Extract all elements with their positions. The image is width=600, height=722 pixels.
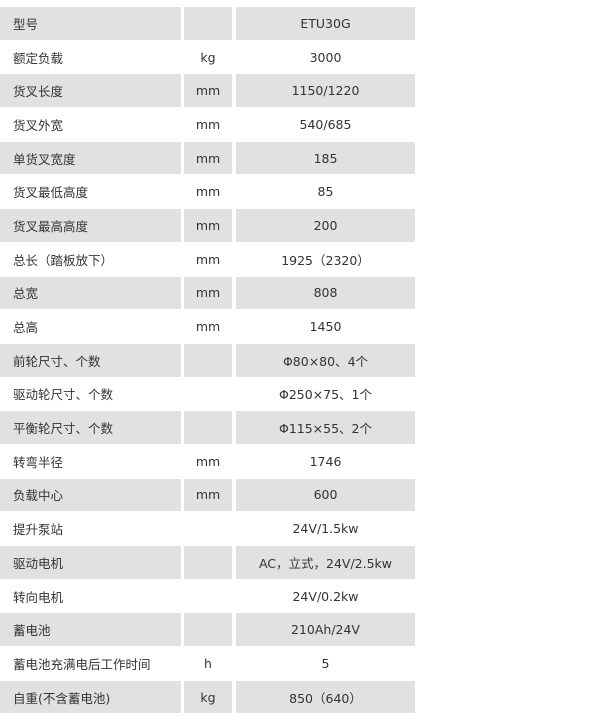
spec-label: 总高	[0, 310, 181, 344]
spec-unit	[184, 343, 232, 378]
spec-unit: mm	[184, 209, 232, 243]
spec-label: 货叉最高高度	[0, 209, 181, 243]
spec-label: 平衡轮尺寸、个数	[0, 411, 181, 445]
table-row: 货叉外宽 mm 540/685	[0, 108, 415, 142]
spec-label: 提升泵站	[0, 512, 181, 546]
spec-label: 负载中心	[0, 478, 181, 513]
spec-label: 单货叉宽度	[0, 141, 181, 176]
spec-value: 1150/1220	[236, 74, 415, 109]
spec-value: 1450	[236, 310, 415, 344]
spec-unit	[184, 613, 232, 648]
spec-label: 型号	[0, 7, 181, 41]
spec-unit: mm	[184, 108, 232, 142]
table-row: 平衡轮尺寸、个数 Φ115×55、2个	[0, 411, 415, 445]
spec-unit: kg	[184, 41, 232, 75]
spec-label: 驱动电机	[0, 546, 181, 580]
spec-value: 1925（2320）	[236, 243, 415, 277]
spec-unit	[184, 411, 232, 445]
table-row: 转向电机 24V/0.2kw	[0, 580, 415, 614]
spec-label: 转向电机	[0, 580, 181, 614]
spec-value: 5	[236, 647, 415, 681]
table-row: 货叉最高高度 mm 200	[0, 209, 415, 243]
spec-unit	[184, 378, 232, 412]
spec-unit	[184, 580, 232, 614]
table-row: 负载中心 mm 600	[0, 478, 415, 513]
spec-unit: mm	[184, 175, 232, 210]
spec-label: 蓄电池充满电后工作时间	[0, 647, 181, 681]
table-row: 提升泵站 24V/1.5kw	[0, 512, 415, 546]
spec-value: Φ115×55、2个	[236, 411, 415, 445]
spec-label: 蓄电池	[0, 613, 181, 648]
spec-value: 85	[236, 175, 415, 210]
spec-value: 1746	[236, 445, 415, 479]
table-row: 型号 ETU30G	[0, 7, 415, 41]
spec-unit: mm	[184, 276, 232, 311]
table-row: 蓄电池充满电后工作时间 h 5	[0, 647, 415, 681]
spec-unit	[184, 512, 232, 546]
spec-value: 210Ah/24V	[236, 613, 415, 648]
spec-value: ETU30G	[236, 7, 415, 41]
table-row: 货叉最低高度 mm 85	[0, 175, 415, 210]
spec-unit: mm	[184, 445, 232, 479]
spec-label: 转弯半径	[0, 445, 181, 479]
table-row: 额定负载 kg 3000	[0, 41, 415, 75]
table-row: 总高 mm 1450	[0, 310, 415, 344]
table-row: 总宽 mm 808	[0, 276, 415, 311]
spec-unit	[184, 546, 232, 580]
table-row: 前轮尺寸、个数 Φ80×80、4个	[0, 343, 415, 378]
table-row: 货叉长度 mm 1150/1220	[0, 74, 415, 109]
spec-label: 驱动轮尺寸、个数	[0, 378, 181, 412]
spec-label: 货叉长度	[0, 74, 181, 109]
table-row: 总长（踏板放下） mm 1925（2320）	[0, 243, 415, 277]
spec-label: 货叉外宽	[0, 108, 181, 142]
spec-value: 850（640）	[236, 680, 415, 715]
spec-label: 总宽	[0, 276, 181, 311]
spec-label: 前轮尺寸、个数	[0, 343, 181, 378]
spec-value: Φ80×80、4个	[236, 343, 415, 378]
table-row: 驱动电机 AC，立式，24V/2.5kw	[0, 546, 415, 580]
spec-value: 3000	[236, 41, 415, 75]
spec-label: 额定负载	[0, 41, 181, 75]
spec-unit: mm	[184, 310, 232, 344]
spec-unit: h	[184, 647, 232, 681]
spec-value: 200	[236, 209, 415, 243]
spec-value: 185	[236, 141, 415, 176]
table-row: 单货叉宽度 mm 185	[0, 141, 415, 176]
spec-value: 24V/0.2kw	[236, 580, 415, 614]
spec-unit: mm	[184, 478, 232, 513]
spec-label: 总长（踏板放下）	[0, 243, 181, 277]
table-row: 转弯半径 mm 1746	[0, 445, 415, 479]
spec-value: 600	[236, 478, 415, 513]
spec-value: 808	[236, 276, 415, 311]
spec-unit: mm	[184, 243, 232, 277]
spec-value: 540/685	[236, 108, 415, 142]
spec-unit	[184, 7, 232, 41]
spec-value: 24V/1.5kw	[236, 512, 415, 546]
spec-unit: kg	[184, 680, 232, 715]
spec-table: 型号 ETU30G 额定负载 kg 3000 货叉长度 mm 1150/1220 货叉外宽 mm 5…	[0, 7, 415, 715]
spec-unit: mm	[184, 141, 232, 176]
spec-value: AC，立式，24V/2.5kw	[236, 546, 415, 580]
table-row: 自重(不含蓄电池) kg 850（640）	[0, 680, 415, 715]
spec-unit: mm	[184, 74, 232, 109]
table-row: 驱动轮尺寸、个数 Φ250×75、1个	[0, 378, 415, 412]
spec-label: 货叉最低高度	[0, 175, 181, 210]
spec-label: 自重(不含蓄电池)	[0, 680, 181, 715]
table-row: 蓄电池 210Ah/24V	[0, 613, 415, 648]
spec-value: Φ250×75、1个	[236, 378, 415, 412]
